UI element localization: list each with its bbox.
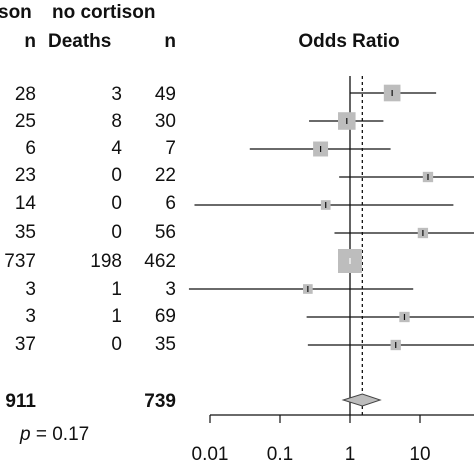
no-cortison-n-cell: 7 [165, 138, 176, 159]
deaths-cell: 8 [111, 111, 122, 132]
no-cortison-header: no cortison [52, 2, 156, 23]
cortison-n-cell: 35 [14, 222, 36, 243]
deaths-header: Deaths [48, 31, 112, 52]
deaths-cell: 0 [111, 222, 122, 243]
deaths-cell: 4 [111, 138, 122, 159]
x-tick-label: 0.01 [192, 444, 229, 465]
no-cortison-total: 739 [144, 391, 176, 412]
cortison-n-cell: 6 [25, 138, 36, 159]
deaths-cell: 198 [90, 251, 122, 272]
cortison-n-header: n [24, 31, 36, 52]
no-cortison-n-cell: 56 [154, 222, 176, 243]
cortison-n-cell: 737 [4, 251, 36, 272]
no-cortison-n-cell: 22 [154, 165, 176, 186]
no-cortison-n-cell: 49 [154, 84, 176, 105]
deaths-cell: 0 [111, 334, 122, 355]
deaths-cell: 3 [111, 84, 122, 105]
cortison-total: 911 [5, 391, 36, 412]
no-cortison-n-header: n [164, 31, 176, 52]
pooled-diamond [341, 393, 382, 407]
x-tick-label: 10 [409, 444, 430, 465]
deaths-cell: 0 [111, 165, 122, 186]
no-cortison-n-cell: 69 [154, 306, 176, 327]
chart-title: Odds Ratio [298, 31, 400, 52]
x-tick-label: 0.1 [267, 444, 293, 465]
no-cortison-n-cell: 30 [154, 111, 176, 132]
cortison-n-cell: 25 [14, 111, 36, 132]
no-cortison-n-cell: 3 [165, 279, 176, 300]
no-cortison-n-cell: 35 [154, 334, 176, 355]
cortison-n-cell: 28 [14, 84, 36, 105]
deaths-cell: 1 [111, 306, 122, 327]
x-tick-label: 1 [345, 444, 356, 465]
deaths-cell: 0 [111, 193, 122, 214]
cortison-n-cell: 3 [25, 306, 36, 327]
p-label: p [20, 424, 31, 445]
cortison-n-cell: 37 [14, 334, 36, 355]
p-value: p = 0.17 [20, 425, 89, 444]
no-cortison-n-cell: 462 [144, 251, 176, 272]
cortison-n-cell: 3 [25, 279, 36, 300]
cortison-header: son [0, 2, 32, 23]
cortison-n-cell: 23 [14, 165, 36, 186]
p-value-text: = 0.17 [30, 424, 90, 445]
cortison-n-cell: 14 [14, 193, 36, 214]
deaths-cell: 1 [111, 279, 122, 300]
no-cortison-n-cell: 6 [165, 193, 176, 214]
